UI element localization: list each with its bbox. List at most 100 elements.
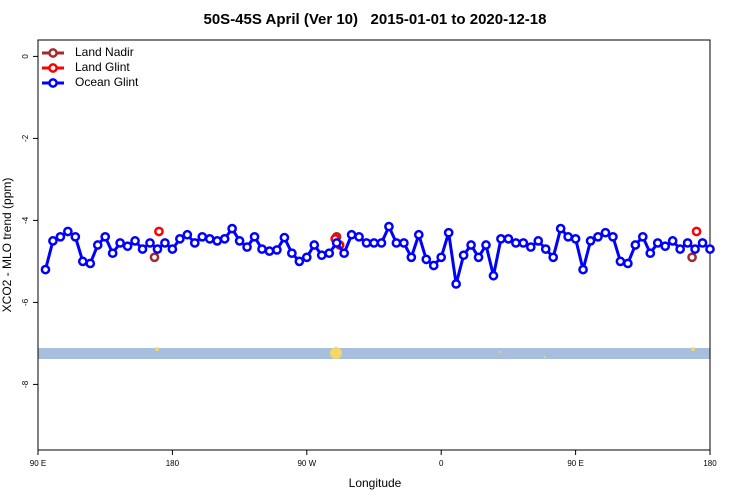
series-point [391,238,402,248]
series-point [137,244,148,254]
series-point [294,256,305,267]
series-point [55,231,66,242]
series-point [466,240,476,250]
series-point [175,234,185,244]
series-point [309,240,320,250]
x-tick-label: 90 W [297,459,316,468]
chart-title: 50S-45S April (Ver 10) 2015-01-01 to 202… [204,11,547,28]
series-point [92,240,103,250]
series-point [182,229,193,240]
y-tick-label: -4 [21,216,30,224]
series-point [496,234,506,244]
legend-marker [48,78,58,88]
legend-marker [48,63,58,73]
series-point [346,229,357,240]
y-tick-label: -6 [21,298,30,306]
series-point [585,236,596,246]
series-point [369,238,379,248]
series-point [458,250,469,261]
y-tick-label: -8 [21,380,30,388]
series-point [608,231,618,242]
series-point [70,231,81,242]
series-point [301,252,312,263]
series-point [384,221,394,232]
series-point [593,231,603,242]
series-point [212,236,223,246]
legend-label: Land Nadir [75,45,134,59]
legend-marker [48,48,58,58]
series-point [219,234,230,244]
series-point [242,242,252,252]
series-point [100,231,111,242]
series-point [324,248,335,259]
series-point [436,252,447,263]
series-point [623,258,633,269]
series-point [555,223,566,234]
y-axis-label: XCO2 - MLO trend (ppm) [0,178,14,313]
series-point [85,258,96,269]
series-point [154,226,164,237]
series-point [691,226,702,237]
series-point [189,238,200,248]
series-point [249,231,260,242]
series-point [160,238,170,248]
series-point [152,244,163,254]
series-point [361,238,372,248]
series-point [257,244,267,254]
series-point [339,248,349,259]
series-point [533,236,544,246]
series-point [660,241,671,252]
series-point [540,244,551,254]
series-point [234,236,245,246]
series-point [682,238,693,248]
series-point [40,264,51,275]
series-point [227,223,237,234]
series-point [406,252,417,263]
series-point [525,242,536,252]
series-point [376,238,387,248]
series-point [600,227,611,238]
series-point [399,238,409,248]
series-point [570,234,581,244]
series-point [122,241,133,252]
y-tick-label: -2 [21,134,30,142]
series-point [167,244,178,254]
series-point [675,244,685,254]
series-point [264,246,275,256]
series-point [77,256,88,267]
series-point [413,229,424,240]
series-point [145,238,155,248]
x-tick-label: 0 [439,459,444,468]
series-point [705,244,715,254]
series-point [667,236,678,246]
series-point [697,238,708,248]
series-point [637,231,648,242]
y-tick-label: 0 [21,54,30,59]
x-tick-label: 90 E [30,459,46,468]
series-point [548,252,559,263]
series-point [421,254,432,265]
series-point [197,231,208,242]
x-tick-label: 180 [703,459,717,468]
x-tick-label: 90 E [567,459,583,468]
series-point [511,238,521,248]
coverage-band [38,348,710,359]
series-point [331,238,342,248]
series-point [690,244,700,254]
series-point [473,252,484,263]
series-point [488,270,499,281]
legend-label: Land Glint [75,60,130,74]
series-point [563,231,573,242]
coverage-dots [155,347,695,359]
series-point [279,232,290,243]
series-point [48,236,58,246]
series-point [354,231,364,242]
series-point [130,236,140,246]
x-axis-label: Longitude [349,476,402,490]
series-point [272,245,282,255]
series-point [687,252,697,263]
series-point [287,248,297,259]
series-point [645,248,656,259]
series-point [518,238,529,248]
